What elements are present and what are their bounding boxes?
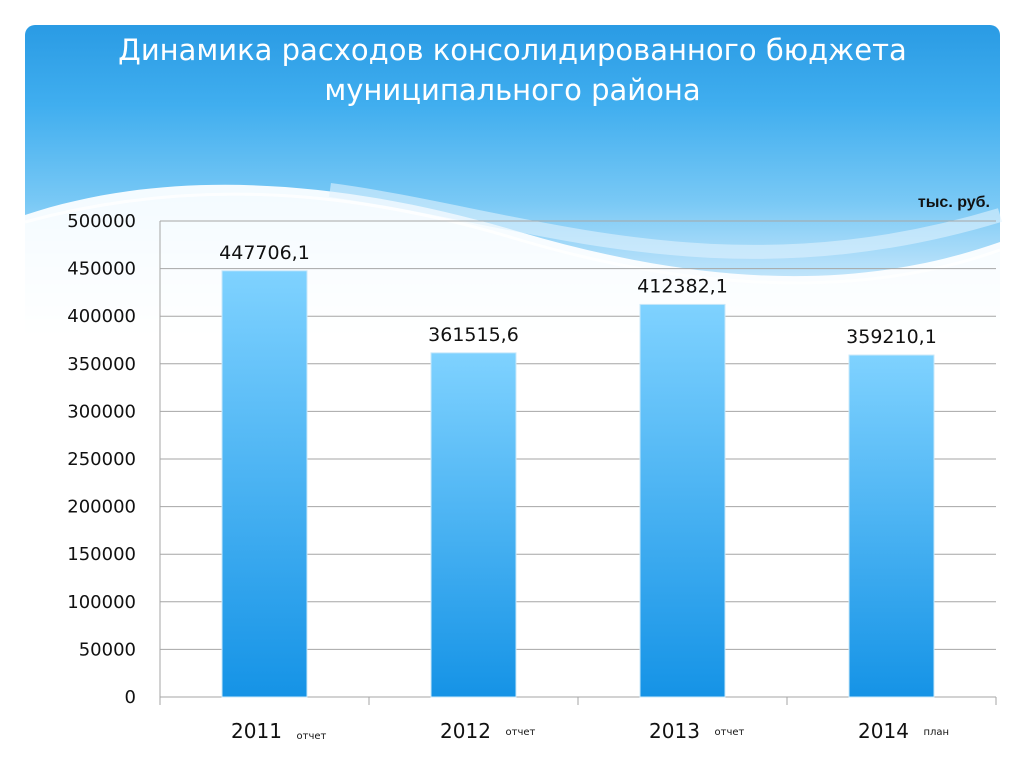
data-label: 447706,1 [219,242,310,264]
y-tick-label: 250000 [67,449,136,470]
bar-2013 [639,303,726,698]
unit-label: тыс. руб. [917,194,990,211]
header-wave-2 [329,183,1003,259]
data-label: 361515,6 [428,324,519,346]
x-tick-label: 2013 [649,719,700,743]
y-tick-label: 150000 [67,544,136,565]
x-category-note: отчет [715,727,745,738]
y-tick-label: 300000 [67,401,136,422]
x-tick-label: 2011 [231,719,282,743]
y-tick-label: 400000 [67,306,136,327]
header-wave-3 [24,192,1001,285]
data-label: 359210,1 [846,326,937,348]
data-label: 412382,1 [637,275,728,297]
bar-2012 [430,352,517,698]
x-tick-label: 2012 [440,719,491,743]
y-tick-label: 50000 [79,639,136,660]
title-line-2: муниципального района [324,73,701,107]
y-tick-label: 100000 [67,592,136,613]
y-tick-label: 0 [125,687,136,708]
y-tick-label: 450000 [67,259,136,280]
labels: 0 50000 100000 150000 200000 250000 300000 3500… [67,211,949,743]
x-category-note: план [924,727,950,738]
x-category-note: отчет [506,727,536,738]
y-tick-label: 200000 [67,497,136,518]
y-tick-label: 500000 [67,211,136,232]
bars [221,270,935,698]
bar-2011 [221,270,308,698]
header-wave-1 [25,184,1000,345]
x-tick-label: 2014 [858,719,909,743]
bar-2014 [848,354,935,698]
slide-title: Динамика расходов консолидированного бюд… [25,30,1000,110]
title-line-1: Динамика расходов консолидированного бюд… [118,33,907,67]
x-category-note: отчет [297,731,327,742]
y-tick-label: 350000 [67,354,136,375]
